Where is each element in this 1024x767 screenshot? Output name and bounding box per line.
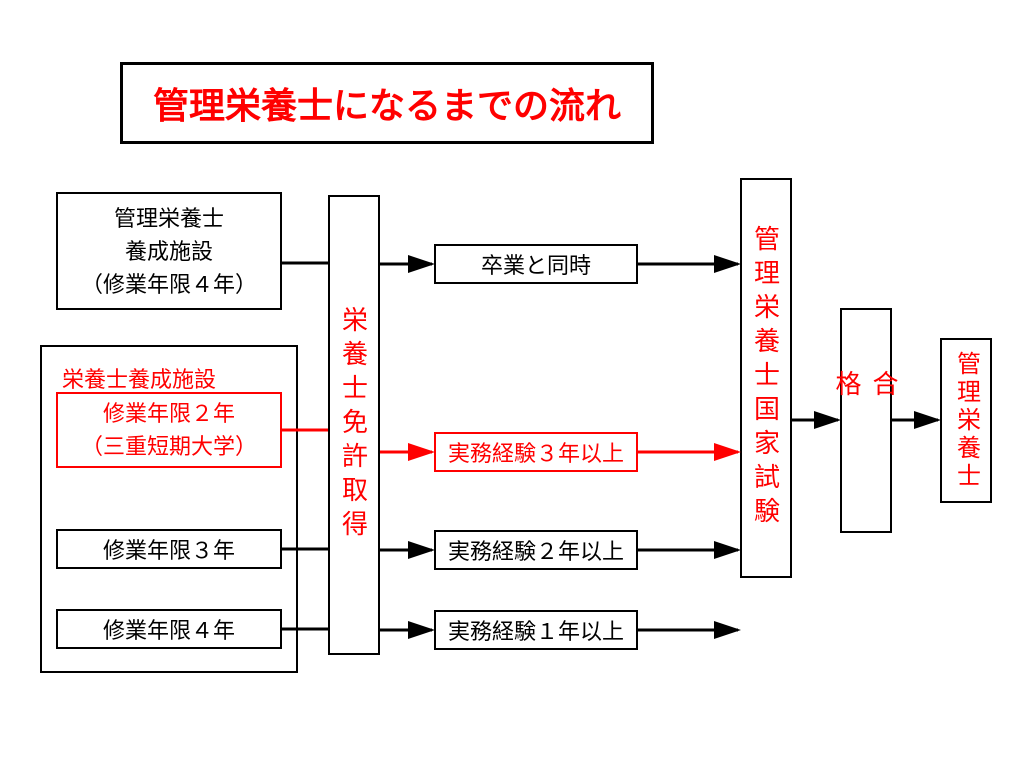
box-3yr: 修業年限３年 xyxy=(56,529,282,569)
vbox-menkyo: 栄養士免許取得 xyxy=(328,195,380,655)
box-line: （修業年限４年） xyxy=(81,268,257,301)
vbox-goukaku: 合格 xyxy=(840,308,892,533)
box-line: 管理栄養士 xyxy=(114,202,224,235)
box-line: （三重短期大学） xyxy=(81,430,257,463)
box-yosei-4yr: 管理栄養士 養成施設 （修業年限４年） xyxy=(56,192,282,310)
box-sotsugyo: 卒業と同時 xyxy=(434,244,638,284)
box-jitsumu-2yr: 実務経験２年以上 xyxy=(434,530,638,570)
box-2yr-mie: 修業年限２年 （三重短期大学） xyxy=(56,392,282,468)
box-line: 修業年限２年 xyxy=(103,397,235,430)
box-jitsumu-3yr: 実務経験３年以上 xyxy=(434,432,638,472)
box-jitsumu-1yr: 実務経験１年以上 xyxy=(434,610,638,650)
vbox-kanri: 管理栄養士 xyxy=(940,338,992,503)
page-title: 管理栄養士になるまでの流れ xyxy=(120,62,654,144)
group-label-red: 栄養士養成施設 xyxy=(62,362,216,394)
box-line: 養成施設 xyxy=(125,235,213,268)
vbox-shiken: 管理栄養士国家試験 xyxy=(740,178,792,578)
box-4yr: 修業年限４年 xyxy=(56,609,282,649)
